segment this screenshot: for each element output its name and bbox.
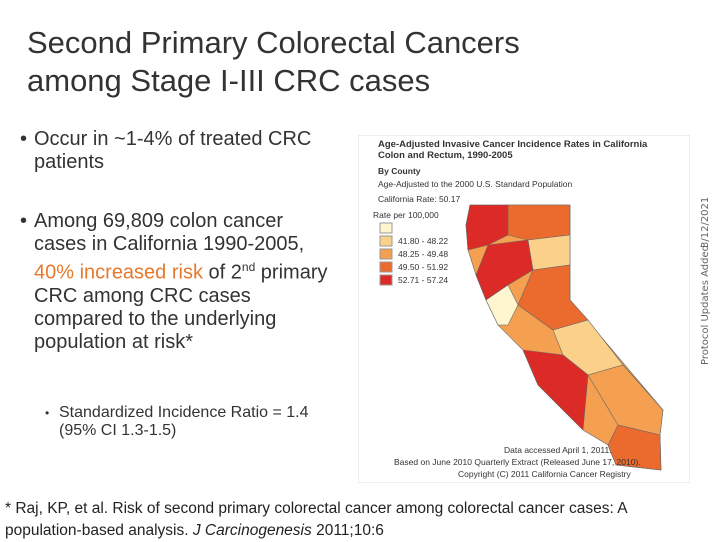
legend-swatch xyxy=(379,261,393,273)
map-footer: Based on June 2010 Quarterly Extract (Re… xyxy=(394,457,641,467)
map-footer: Data accessed April 1, 2011. xyxy=(504,445,612,455)
legend-label: 49.50 - 51.92 xyxy=(398,262,448,272)
legend-swatch xyxy=(379,235,393,247)
map-state-rate: California Rate: 50.17 xyxy=(378,194,460,204)
county xyxy=(527,234,571,271)
map-footer: Copyright (C) 2011 California Cancer Reg… xyxy=(458,469,631,479)
title-line: Second Primary Colorectal Cancers xyxy=(27,25,520,60)
bullet-text: Among 69,809 colon cancer cases in Calif… xyxy=(34,210,305,255)
bullet-text: primary CRC among CRC cases compared to … xyxy=(34,261,328,353)
superscript: nd xyxy=(241,260,256,274)
journal: J Carcinogenesis xyxy=(192,522,312,539)
footnote: * Raj, KP, et al. Risk of second primary… xyxy=(5,498,705,542)
bullet: Occur in ~1-4% of treated CRC patients xyxy=(20,128,334,174)
bullet-text: of 2 xyxy=(202,261,242,284)
map-by: By County xyxy=(378,166,421,176)
legend-label: 41.80 - 48.22 xyxy=(398,236,448,246)
legend: 41.80 - 48.22 48.25 - 49.48 49.50 - 51.9… xyxy=(379,222,448,286)
bullet: Among 69,809 colon cancer cases in Calif… xyxy=(20,210,334,354)
legend-swatch xyxy=(379,222,393,234)
california-map xyxy=(465,204,664,471)
highlight: 40% increased risk xyxy=(34,261,203,284)
legend-swatch xyxy=(379,274,393,286)
legend-title: Rate per 100,000 xyxy=(373,210,439,220)
side-date: 3/12/2021 xyxy=(700,196,711,248)
legend-swatch xyxy=(379,248,393,260)
map-title: Age-Adjusted Invasive Cancer Incidence R… xyxy=(378,139,648,150)
county xyxy=(607,424,662,471)
county xyxy=(485,284,519,326)
footnote-text: 2011;10:6 xyxy=(311,522,384,539)
legend-label: 48.25 - 49.48 xyxy=(398,249,448,259)
title-line: among Stage I-III CRC cases xyxy=(27,63,431,98)
county xyxy=(522,349,589,431)
map-title: Colon and Rectum, 1990-2005 xyxy=(378,150,513,161)
footnote-text: * Raj, KP, et al. Risk of second primary… xyxy=(5,500,627,539)
slide-title: Second Primary Colorectal Cancers among … xyxy=(27,24,520,100)
map-image: Age-Adjusted Invasive Cancer Incidence R… xyxy=(358,135,690,483)
county xyxy=(587,364,664,436)
side-note: Protocol Updates Added xyxy=(700,245,711,365)
sub-bullet: Standardized Incidence Ratio = 1.4 (95% … xyxy=(45,404,349,440)
county xyxy=(507,204,571,241)
legend-label: 52.71 - 57.24 xyxy=(398,275,448,285)
map-adjusted: Age-Adjusted to the 2000 U.S. Standard P… xyxy=(378,179,572,189)
